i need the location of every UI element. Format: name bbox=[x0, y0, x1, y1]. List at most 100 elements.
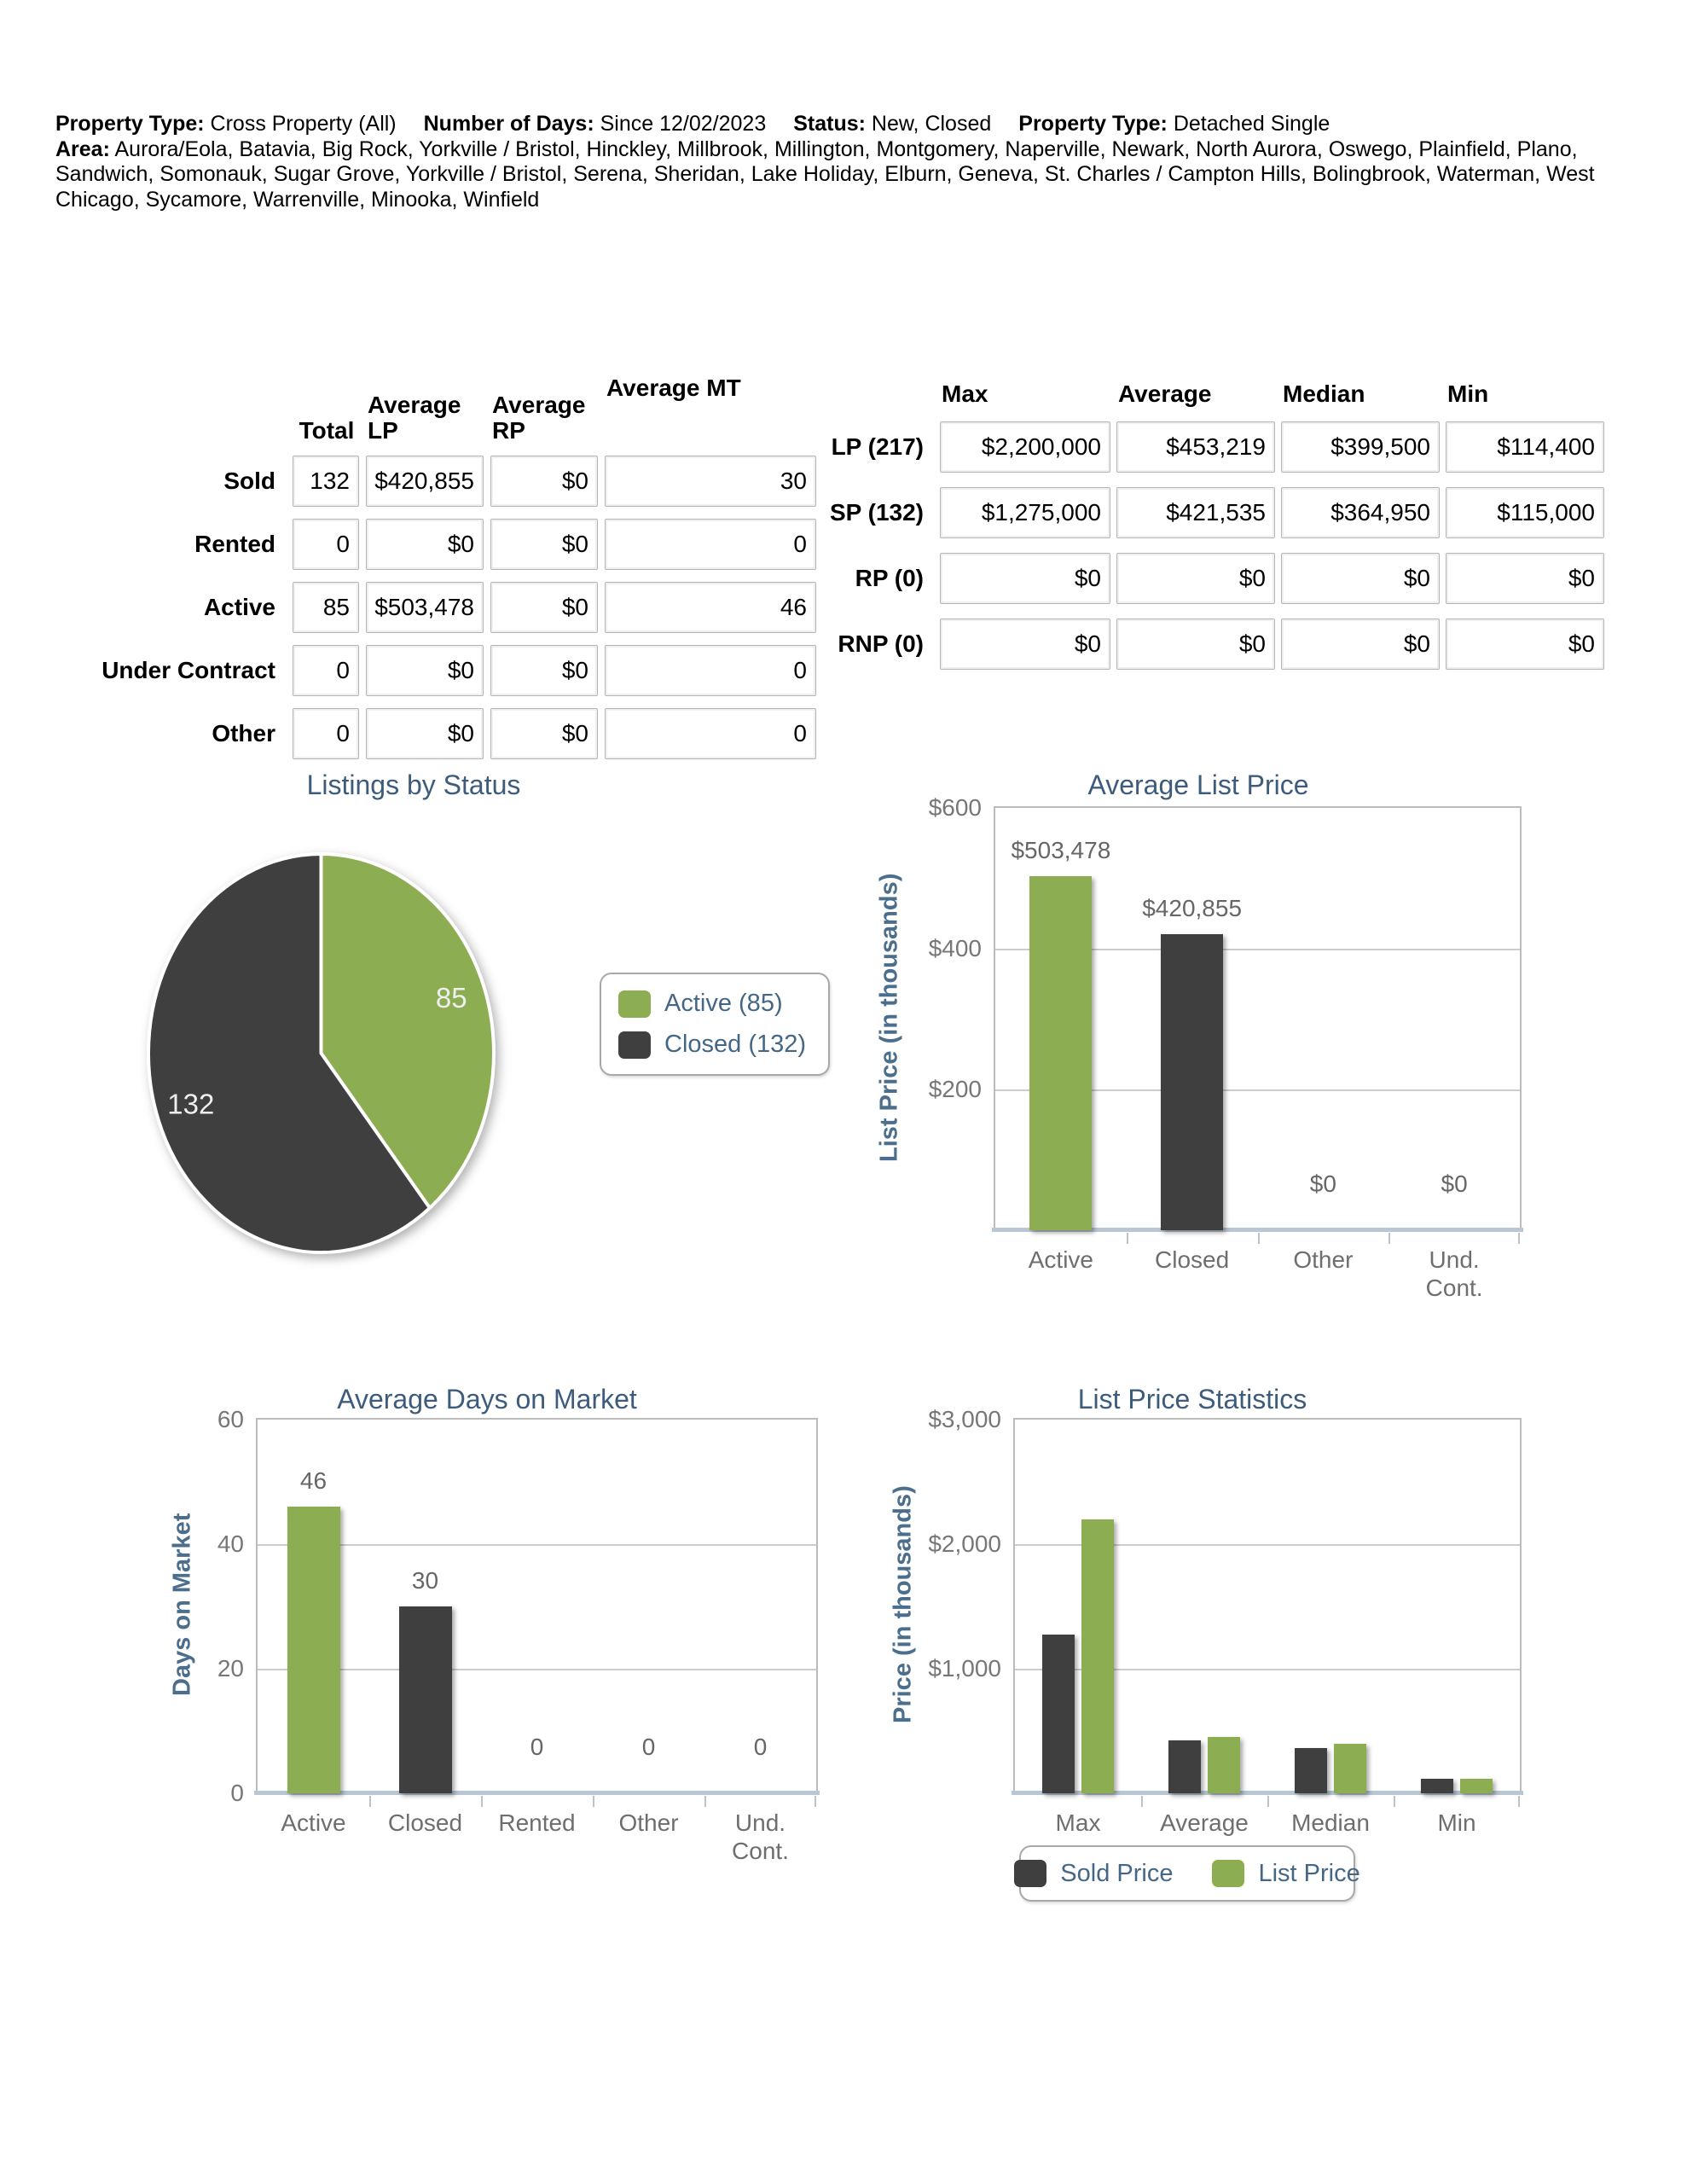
status-summary-table: Total Average LP Average RP Average MT S… bbox=[96, 375, 816, 759]
legend-label: Closed (132) bbox=[664, 1031, 807, 1058]
closed-swatch bbox=[618, 1031, 651, 1059]
column-header-average-rp: Average RP bbox=[492, 392, 586, 444]
table-cell: $0 bbox=[366, 519, 484, 570]
row-label-active: Active bbox=[203, 594, 275, 620]
table-cell: $364,950 bbox=[1281, 487, 1440, 538]
table-cell: $0 bbox=[1116, 553, 1275, 604]
series-legend: Sold Price List Price bbox=[1014, 1845, 1360, 1902]
table-cell: $0 bbox=[366, 708, 484, 759]
plot-area: $3,000 $2,000 $1,000 Max Average Median Min bbox=[928, 1406, 1523, 1836]
filter-number-of-days: Number of Days: Since 12/02/2023 bbox=[424, 112, 767, 136]
table-cell: 85 bbox=[293, 582, 359, 633]
column-header-max: Max bbox=[942, 380, 988, 407]
table-cell: $421,535 bbox=[1116, 487, 1275, 538]
filter-value: New, Closed bbox=[871, 112, 992, 136]
y-axis-label: Days on Market bbox=[168, 1513, 196, 1697]
row-label-rented: Rented bbox=[194, 531, 275, 557]
svg-text:85: 85 bbox=[436, 982, 467, 1014]
average-days-on-market-chart: Average Days on Market Days on Market 60… bbox=[55, 1362, 823, 2011]
filter-property-type-2: Property Type: Detached Single bbox=[1018, 112, 1330, 136]
filter-property-type: Property Type: Cross Property (All) bbox=[55, 112, 397, 136]
table-cell: $0 bbox=[1446, 619, 1604, 670]
column-header-average-mt: Average MT bbox=[606, 375, 741, 401]
area-line: Area: Aurora/Eola, Batavia, Big Rock, Yo… bbox=[55, 137, 1603, 213]
table-cell: 132 bbox=[293, 456, 359, 507]
chart-title: Average Days on Market bbox=[337, 1384, 637, 1414]
column-header-average: Average bbox=[1118, 380, 1212, 407]
filter-label: Property Type: bbox=[55, 112, 205, 136]
sold-price-swatch bbox=[1014, 1860, 1047, 1887]
table-cell: $0 bbox=[940, 619, 1110, 670]
table-cell: 0 bbox=[293, 645, 359, 696]
list-price-statistics-chart: List Price Statistics Price (in thousand… bbox=[844, 1362, 1629, 2013]
column-header-min: Min bbox=[1447, 380, 1489, 407]
row-label-rp: RP (0) bbox=[855, 565, 924, 591]
list-price-swatch bbox=[1212, 1860, 1245, 1887]
svg-text:132: 132 bbox=[167, 1089, 214, 1120]
table-cell: $115,000 bbox=[1446, 487, 1604, 538]
filter-value: Since 12/02/2023 bbox=[600, 112, 767, 136]
legend-label: List Price bbox=[1258, 1859, 1360, 1887]
row-label-rnp: RNP (0) bbox=[838, 630, 924, 657]
table-cell: $0 bbox=[940, 553, 1110, 604]
legend-label: Sold Price bbox=[1060, 1859, 1174, 1887]
table-cell: $0 bbox=[1116, 619, 1275, 670]
column-header-total: Total bbox=[299, 417, 355, 444]
row-label-lp: LP (217) bbox=[831, 433, 924, 460]
chart-title: Listings by Status bbox=[306, 770, 521, 800]
table-cell: $399,500 bbox=[1281, 421, 1440, 473]
table-cell: 46 bbox=[605, 582, 816, 633]
legend-item-closed: Closed (132) bbox=[618, 1031, 806, 1059]
legend-item-active: Active (85) bbox=[618, 990, 806, 1018]
table-cell: $0 bbox=[490, 582, 598, 633]
table-cell: 0 bbox=[293, 519, 359, 570]
plot-area: 60 40 20 0 Active 46 Closed 30 Rented 0 Other 0 Und.… bbox=[217, 1406, 820, 1864]
table-cell: $0 bbox=[1281, 553, 1440, 604]
plot-area: $600 $400 $200 Active $503,478 Closed $420,855… bbox=[929, 794, 1523, 1301]
filter-label: Number of Days: bbox=[423, 112, 594, 136]
y-axis-label: Price (in thousands) bbox=[889, 1485, 917, 1724]
legend-item-sold-price: Sold Price bbox=[1014, 1860, 1173, 1888]
report-header: Property Type: Cross Property (All) Numbe… bbox=[55, 112, 1603, 212]
table-cell: $0 bbox=[490, 456, 598, 507]
filter-value: Cross Property (All) bbox=[210, 112, 397, 136]
table-cell: $2,200,000 bbox=[940, 421, 1110, 473]
legend-item-list-price: List Price bbox=[1212, 1859, 1360, 1888]
table-cell: $0 bbox=[1281, 619, 1440, 670]
table-cell: $0 bbox=[1446, 553, 1604, 604]
table-cell: 0 bbox=[605, 519, 816, 570]
table-cell: $0 bbox=[490, 519, 598, 570]
table-cell: $0 bbox=[366, 645, 484, 696]
chart-title: Average List Price bbox=[1087, 770, 1309, 800]
spacer bbox=[96, 375, 286, 444]
table-cell: $420,855 bbox=[366, 456, 484, 507]
filter-label: Property Type: bbox=[1018, 112, 1168, 136]
column-header-average-lp: Average LP bbox=[368, 392, 461, 444]
y-axis-label: List Price (in thousands) bbox=[875, 873, 903, 1162]
active-swatch bbox=[618, 990, 651, 1018]
price-stats-table: Max Average Median Min LP (217) $2,200,0… bbox=[810, 373, 1604, 670]
chart-title: List Price Statistics bbox=[1077, 1384, 1307, 1414]
spacer bbox=[810, 373, 934, 407]
pie: 85 132 bbox=[144, 850, 498, 1257]
legend-label: Active (85) bbox=[664, 990, 783, 1017]
table-cell: $453,219 bbox=[1116, 421, 1275, 473]
row-label-under-contract: Under Contract bbox=[101, 657, 275, 683]
area-value: Aurora/Eola, Batavia, Big Rock, Yorkvill… bbox=[55, 136, 1595, 212]
table-cell: $0 bbox=[490, 708, 598, 759]
table-cell: 0 bbox=[293, 708, 359, 759]
row-label-sp: SP (132) bbox=[830, 499, 924, 526]
table-cell: $0 bbox=[490, 645, 598, 696]
filter-label: Status: bbox=[793, 112, 866, 136]
table-cell: 30 bbox=[605, 456, 816, 507]
table-cell: $1,275,000 bbox=[940, 487, 1110, 538]
table-cell: $114,400 bbox=[1446, 421, 1604, 473]
area-label: Area: bbox=[55, 136, 110, 161]
filter-status: Status: New, Closed bbox=[793, 112, 991, 136]
pie-legend: Active (85) Closed (132) bbox=[600, 973, 831, 1076]
column-header-median: Median bbox=[1283, 380, 1365, 407]
table-cell: $503,478 bbox=[366, 582, 484, 633]
average-list-price-chart: Average List Price List Price (in thousa… bbox=[844, 751, 1629, 1339]
table-cell: 0 bbox=[605, 708, 816, 759]
